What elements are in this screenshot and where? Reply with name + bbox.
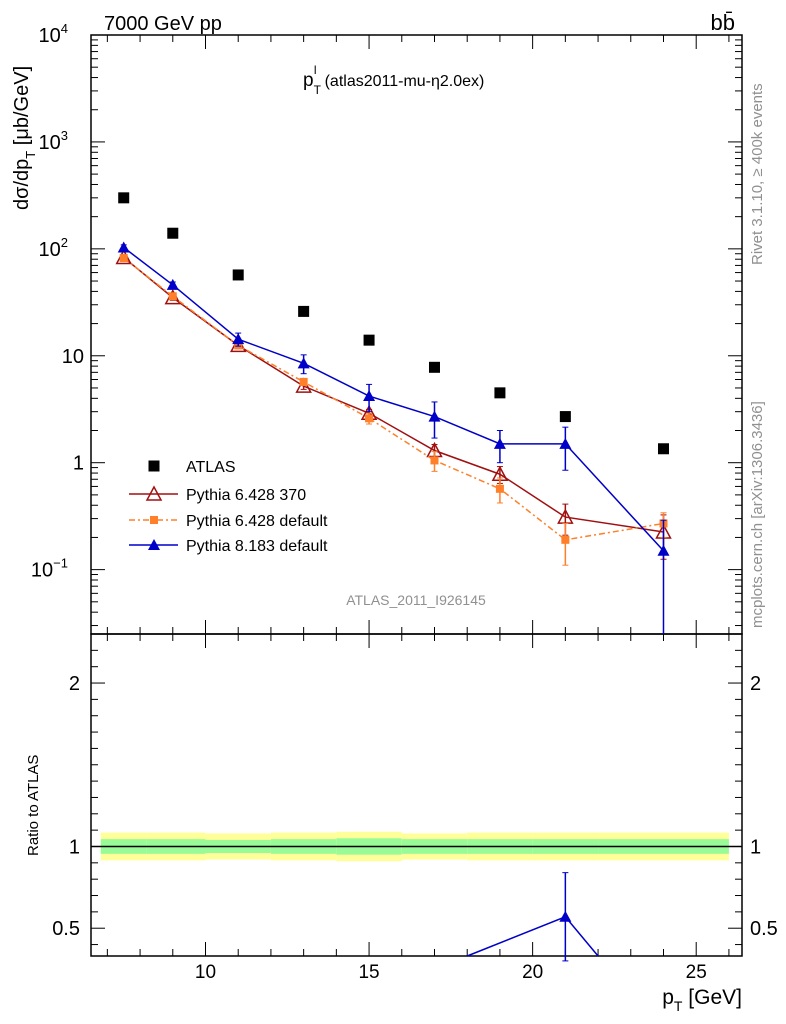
x-tick-label: 15 (358, 962, 379, 983)
atlas-point (232, 269, 244, 281)
pythia-6-428-default-point (430, 456, 439, 465)
legend: ATLAS Pythia 6.428 370 Pythia 6.428 defaul… (129, 459, 328, 555)
legend-label-pythia-6-428-default: Pythia 6.428 default (186, 513, 328, 530)
pythia-6-428-default-point (365, 414, 374, 423)
pythia-6-428-default-point (561, 535, 570, 544)
xlabel: pT [GeV] (662, 986, 742, 1014)
main-series-group (115, 192, 672, 634)
pythia-8-183-default-point (657, 544, 670, 556)
pythia-8-183-default-point (166, 278, 179, 290)
legend-label-pythia-6-428-370: Pythia 6.428 370 (186, 487, 306, 504)
y-tick-exponent: 2 (61, 235, 68, 250)
pythia-6-428-default-point (119, 254, 128, 263)
y-tick-label: 10−1 (31, 556, 68, 582)
ratio-series-group (466, 872, 599, 962)
pythia-6-428-default-line (123, 257, 664, 541)
atlas-point (657, 443, 669, 455)
legend-label-pythia-8-183-default: Pythia 8.183 default (186, 538, 328, 555)
pythia-8-183-default-point (232, 333, 245, 345)
plot-title: pTl(atlas2011-mu-η2.0ex) (303, 63, 484, 97)
main-ylabel: dσ/dpT [μb/GeV] (11, 66, 38, 210)
y-tick-exponent: −1 (53, 556, 68, 571)
legend-marker-pythia-6-428-default (150, 516, 158, 524)
ratio-ylabel: Ratio to ATLAS (25, 755, 42, 856)
y-tick-label: 103 (39, 128, 68, 154)
pythia-8-183-default-point (428, 410, 441, 422)
y-tick-label: 104 (39, 21, 68, 47)
pythia-8-183-default-point (559, 437, 572, 449)
x-tick-label: 10 (195, 962, 216, 983)
atlas-point (363, 334, 375, 346)
y-tick-exponent: 4 (61, 21, 68, 36)
pythia-6-428-default-point (299, 377, 308, 386)
ratio-y-tick-label: 1 (69, 836, 80, 858)
x-tick-label: 25 (686, 962, 707, 983)
pythia-6-428-default-point (168, 292, 177, 301)
ratio-y-tick-label: 0.5 (52, 918, 80, 940)
pythia-8-183-default-line (123, 246, 665, 552)
y-tick-exponent: 3 (61, 128, 68, 143)
legend-marker-pythia-8-183-default (148, 539, 160, 550)
atlas-point (428, 361, 440, 373)
atlas-point (559, 411, 571, 423)
atlas-point (118, 192, 130, 204)
legend-marker-pythia-6-428-370 (145, 485, 163, 501)
pythia-8-183-default-point (297, 357, 310, 369)
legend-marker-atlas (148, 460, 160, 472)
ratio-panel-frame (90, 633, 743, 957)
pythia-8-183-default-point (493, 437, 506, 449)
legend-label-atlas: ATLAS (186, 459, 236, 476)
mcplots-label: mcplots.cern.ch [arXiv:1306.3436] (749, 401, 766, 628)
ratio-y-tick-label: 2 (69, 673, 80, 695)
header-left: 7000 GeV pp (104, 13, 222, 35)
ratio-y-tick-label-right: 1 (750, 836, 761, 858)
x-tick-label: 20 (522, 962, 543, 983)
ratio-bands (91, 831, 742, 862)
rivet-label: Rivet 3.1.10, ≥ 400k events (749, 83, 766, 265)
pythia-8-183-default-point (117, 241, 130, 253)
pythia-6-428-default-point (495, 484, 504, 493)
atlas-point (167, 227, 179, 239)
atlas-point (494, 387, 506, 399)
ratio-point (559, 910, 572, 922)
ratio-y-tick-label-right: 0.5 (750, 918, 778, 940)
atlas-point (298, 305, 310, 317)
ratio-y-tick-label-right: 2 (750, 673, 761, 695)
header-right: bb̄ (711, 10, 735, 35)
y-tick-label: 10 (62, 346, 84, 368)
y-tick-label: 102 (39, 235, 68, 261)
analysis-label: ATLAS_2011_I926145 (346, 592, 486, 608)
pythia-8-183-default-point (363, 390, 376, 402)
y-tick-label: 1 (73, 453, 84, 475)
ratio-axis-ticks: 0.5 0.5 1 1 2 2 (52, 649, 778, 946)
